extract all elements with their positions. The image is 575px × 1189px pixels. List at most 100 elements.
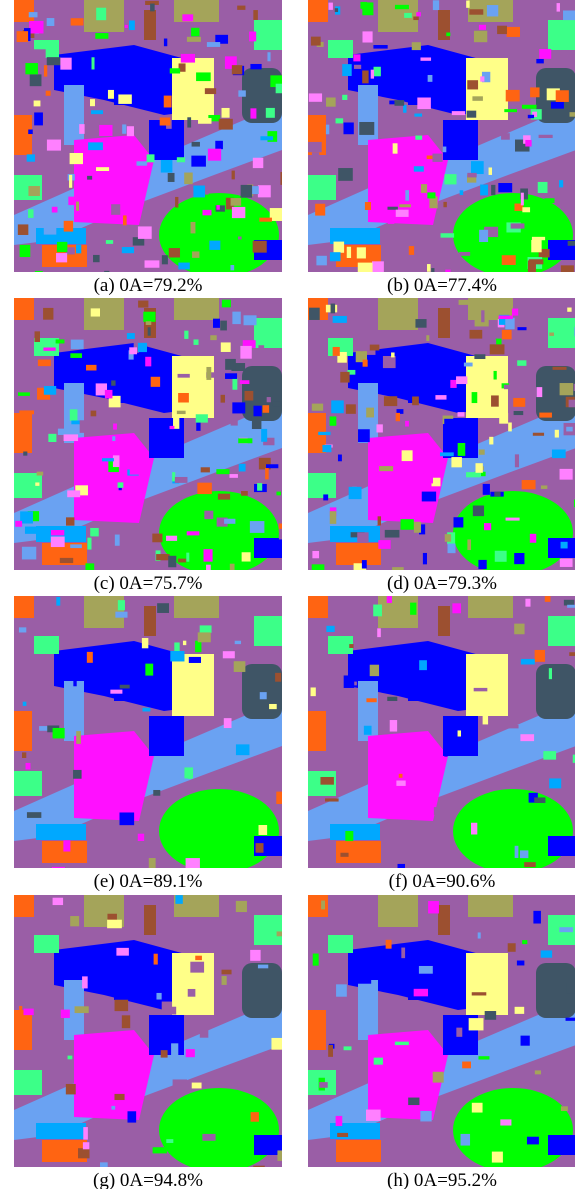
map-noise <box>377 628 381 637</box>
map-noise <box>467 111 477 118</box>
map-noise <box>201 467 210 472</box>
map-region <box>149 716 184 756</box>
map-noise <box>544 198 554 203</box>
map-noise <box>551 102 564 109</box>
map-noise <box>27 812 41 818</box>
map-region <box>14 115 32 155</box>
map-noise <box>221 342 231 352</box>
map-noise <box>474 354 485 359</box>
map-noise <box>469 9 483 14</box>
map-noise <box>366 1110 381 1121</box>
map-noise <box>396 413 400 421</box>
map-noise <box>86 365 96 371</box>
map-region <box>14 1070 42 1095</box>
map-noise <box>313 954 319 966</box>
map-noise <box>115 612 127 618</box>
map-noise <box>193 339 198 344</box>
map-noise <box>456 1028 462 1037</box>
map-noise <box>244 315 257 325</box>
map-noise <box>170 68 180 73</box>
map-noise <box>142 638 148 648</box>
map-noise <box>560 469 573 480</box>
map-noise <box>450 380 456 388</box>
map-noise <box>549 778 561 788</box>
map-noise <box>492 1152 503 1163</box>
map-noise <box>192 251 199 257</box>
map-noise <box>512 309 518 316</box>
map-noise <box>280 172 287 185</box>
map-noise <box>391 352 395 357</box>
map-noise <box>414 989 428 997</box>
map-noise <box>231 417 238 425</box>
map-noise <box>319 1082 327 1088</box>
map-noise <box>459 252 470 256</box>
map-noise <box>90 528 99 536</box>
map-region <box>14 298 34 320</box>
map-noise <box>198 118 211 124</box>
map-region <box>438 606 450 636</box>
map-noise <box>245 391 254 401</box>
caption: (d) 0A=79.3% <box>387 573 497 594</box>
map-noise <box>491 395 499 406</box>
map-noise <box>105 390 113 399</box>
map-region <box>336 841 381 863</box>
map-noise <box>127 1111 136 1122</box>
map-noise <box>393 143 398 153</box>
map-region <box>14 711 32 751</box>
map-noise <box>169 248 180 257</box>
map-noise <box>484 523 491 530</box>
map-noise <box>251 1112 259 1122</box>
map-noise <box>118 94 131 103</box>
map-noise <box>279 529 291 540</box>
map-noise <box>67 490 80 497</box>
map-region <box>64 85 84 145</box>
map-noise <box>409 246 414 255</box>
map-noise <box>561 1106 568 1111</box>
map-noise <box>261 429 267 442</box>
map-noise <box>125 25 128 28</box>
map-noise <box>27 154 35 161</box>
map-noise <box>216 469 229 474</box>
map-noise <box>51 530 64 535</box>
map-noise <box>44 65 47 76</box>
map-noise <box>472 392 478 403</box>
map-noise <box>423 553 427 564</box>
map-noise <box>545 596 551 602</box>
map-noise <box>379 466 393 471</box>
map-noise <box>232 402 245 413</box>
map-noise <box>66 1084 76 1094</box>
map-noise <box>250 521 265 533</box>
map-noise <box>347 247 351 258</box>
map-noise <box>143 312 155 322</box>
map-noise <box>479 25 486 30</box>
map-noise <box>467 539 471 550</box>
map-noise <box>111 1106 115 1110</box>
caption: (b) 0A=77.4% <box>387 275 497 296</box>
map-noise <box>99 125 112 136</box>
map-region <box>308 711 326 751</box>
map-noise <box>43 308 53 320</box>
map-noise <box>107 920 122 929</box>
map-noise <box>331 400 344 413</box>
map-noise <box>444 419 454 428</box>
map-noise <box>70 353 82 358</box>
map-noise <box>474 688 488 691</box>
map-noise <box>174 27 185 37</box>
map-noise <box>322 445 331 452</box>
map-noise <box>309 308 320 320</box>
map-noise <box>499 316 513 320</box>
map-noise <box>367 1157 381 1161</box>
map-noise <box>383 356 396 368</box>
map-region <box>14 596 34 618</box>
map-noise <box>514 411 524 415</box>
map-noise <box>266 464 278 468</box>
map-noise <box>325 798 339 801</box>
map-noise <box>413 17 418 21</box>
map-region <box>308 473 336 498</box>
map-noise <box>467 80 478 89</box>
map-noise <box>93 255 100 262</box>
map-noise <box>221 395 225 403</box>
map-region <box>14 895 34 917</box>
map-noise <box>414 522 421 533</box>
map-noise <box>76 244 81 253</box>
